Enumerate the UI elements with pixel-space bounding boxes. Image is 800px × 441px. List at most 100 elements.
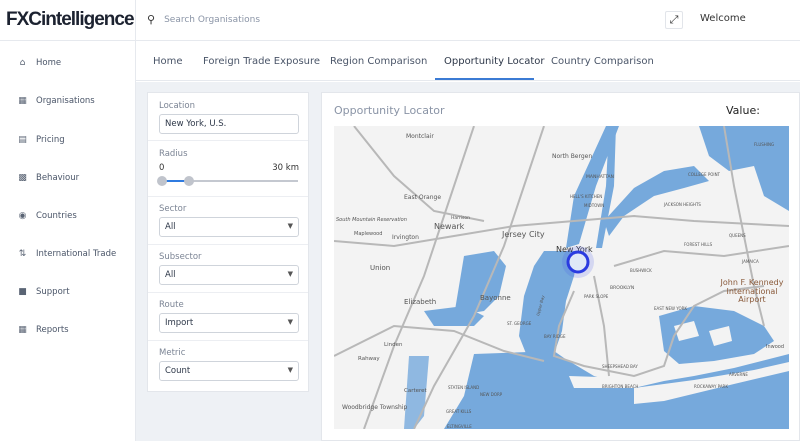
map-canvas[interactable]: Montclair North Bergen MANHATTAN HELL'S … [334, 126, 789, 429]
sidebar-item-reports[interactable]: ▦ Reports [18, 325, 69, 335]
radius-min: 0 [159, 163, 165, 173]
svg-text:QUEENS: QUEENS [729, 233, 746, 238]
svg-text:ST. GEORGE: ST. GEORGE [507, 321, 532, 326]
svg-text:SHEEPSHEAD BAY: SHEEPSHEAD BAY [602, 364, 638, 369]
map[interactable]: Montclair North Bergen MANHATTAN HELL'S … [334, 126, 789, 429]
radius-slider-track[interactable] [162, 180, 298, 182]
radius-slider-max-handle[interactable] [184, 176, 195, 186]
route-label: Route [159, 300, 184, 310]
svg-text:FOREST HILLS: FOREST HILLS [684, 242, 713, 247]
location-marker[interactable] [562, 246, 594, 278]
subsector-section: Subsector All ▼ [148, 245, 308, 293]
search-icon: ⚲ [147, 13, 156, 26]
sidebar-item-organisations[interactable]: ▦ Organisations [18, 96, 95, 106]
report-icon: ▦ [18, 325, 27, 335]
home-icon: ⌂ [19, 58, 26, 68]
svg-text:ELTINGVILLE: ELTINGVILLE [447, 424, 472, 429]
svg-text:MIDTOWN: MIDTOWN [584, 203, 604, 208]
svg-text:BUSHWICK: BUSHWICK [630, 268, 652, 273]
svg-text:FLUSHING: FLUSHING [754, 142, 774, 147]
svg-text:Irvington: Irvington [392, 234, 419, 241]
roads [334, 126, 789, 429]
svg-text:Harrison: Harrison [451, 215, 470, 221]
svg-text:STATEN ISLAND: STATEN ISLAND [448, 385, 479, 390]
svg-text:Jersey City: Jersey City [501, 230, 545, 239]
chart-icon: ▩ [18, 173, 27, 183]
sidebar-item-international-trade[interactable]: ⇅ International Trade [18, 249, 117, 259]
svg-text:Inwood: Inwood [766, 344, 784, 350]
subsector-select[interactable]: All ▼ [159, 265, 299, 285]
sidebar-item-pricing[interactable]: ▤ Pricing [18, 135, 65, 145]
svg-text:New York: New York [556, 245, 593, 254]
map-labels: Montclair North Bergen MANHATTAN HELL'S … [336, 133, 784, 429]
radius-max: 30 km [272, 163, 299, 173]
land-masses [569, 321, 789, 404]
tab-region-comparison[interactable]: Region Comparison [330, 56, 428, 67]
sidebar-item-countries[interactable]: ◉ Countries [18, 211, 77, 221]
sector-label: Sector [159, 204, 187, 214]
route-select[interactable]: Import ▼ [159, 313, 299, 333]
svg-text:Bayonne: Bayonne [480, 294, 511, 302]
svg-text:Woodbridge Township: Woodbridge Township [342, 404, 408, 411]
svg-text:ARVERNE: ARVERNE [729, 372, 748, 377]
location-section: Location New York, U.S. [148, 93, 308, 141]
map-title: Opportunity Locator [334, 104, 445, 117]
svg-text:Montclair: Montclair [406, 133, 434, 140]
sidebar-divider [135, 0, 136, 441]
radius-slider-min-handle[interactable] [157, 176, 167, 186]
svg-text:JAMAICA: JAMAICA [741, 259, 759, 264]
globe-icon: ◉ [18, 211, 27, 221]
exchange-icon: ⇅ [18, 249, 27, 259]
svg-text:South Mountain Reservation: South Mountain Reservation [336, 217, 407, 223]
svg-text:Elizabeth: Elizabeth [404, 298, 436, 306]
search-input[interactable]: ⚲ Search Organisations [147, 13, 261, 26]
svg-text:GREAT KILLS: GREAT KILLS [446, 409, 472, 414]
svg-text:HELL'S KITCHEN: HELL'S KITCHEN [570, 194, 602, 199]
svg-text:ROCKAWAY PARK: ROCKAWAY PARK [694, 384, 728, 389]
svg-text:BAY RIDGE: BAY RIDGE [544, 334, 566, 339]
location-input[interactable]: New York, U.S. [159, 114, 299, 134]
water [404, 126, 789, 429]
svg-text:Newark: Newark [434, 222, 465, 231]
building-icon: ▦ [18, 96, 27, 106]
logo: FXCintelligence [6, 9, 135, 30]
chevron-down-icon: ▼ [287, 222, 293, 230]
top-bar: FXCintelligence ⚲ Search Organisations ⤢… [0, 0, 800, 41]
map-label-jfk-airport: John F. Kennedy International Airport [720, 278, 784, 304]
metric-section: Metric Count ▼ [148, 341, 308, 391]
welcome-menu[interactable]: Welcome [700, 13, 746, 24]
tab-home[interactable]: Home [153, 56, 183, 67]
tab-opportunity-locator[interactable]: Opportunity Locator [444, 56, 545, 67]
sidebar-item-home[interactable]: ⌂ Home [19, 58, 62, 68]
sidebar-item-behaviour[interactable]: ▩ Behaviour [18, 173, 80, 183]
svg-text:North Bergen: North Bergen [552, 153, 592, 160]
pricing-icon: ▤ [18, 135, 27, 145]
svg-text:Union: Union [370, 264, 390, 272]
radius-slider-fill [162, 180, 190, 182]
sector-select[interactable]: All ▼ [159, 217, 299, 237]
location-label: Location [159, 101, 195, 111]
route-section: Route Import ▼ [148, 293, 308, 341]
svg-text:East Orange: East Orange [404, 194, 441, 201]
map-card: Opportunity Locator Value: [321, 92, 800, 441]
fullscreen-icon[interactable]: ⤢ [665, 11, 683, 29]
active-tab-indicator [435, 78, 534, 80]
sidebar-item-support[interactable]: ■ Support [18, 287, 70, 297]
svg-text:NEW DORP: NEW DORP [480, 392, 503, 397]
tab-foreign-trade-exposure[interactable]: Foreign Trade Exposure [203, 56, 321, 67]
svg-text:BROOKLYN: BROOKLYN [610, 285, 634, 291]
svg-text:Upper Bay: Upper Bay [535, 294, 545, 316]
metric-select[interactable]: Count ▼ [159, 361, 299, 381]
metric-label: Metric [159, 348, 186, 358]
chevron-down-icon: ▼ [287, 366, 293, 374]
svg-text:Maplewood: Maplewood [354, 231, 382, 237]
svg-text:Carteret: Carteret [404, 388, 428, 394]
svg-text:COLLEGE POINT: COLLEGE POINT [688, 172, 721, 177]
svg-text:BRIGHTON BEACH: BRIGHTON BEACH [602, 384, 638, 389]
svg-text:PARK SLOPE: PARK SLOPE [584, 294, 609, 299]
chevron-down-icon: ▼ [287, 318, 293, 326]
svg-text:Linden: Linden [384, 342, 403, 348]
tab-country-comparison[interactable]: Country Comparison [551, 56, 654, 67]
svg-text:JACKSON HEIGHTS: JACKSON HEIGHTS [663, 202, 701, 207]
svg-text:Rahway: Rahway [358, 356, 380, 362]
